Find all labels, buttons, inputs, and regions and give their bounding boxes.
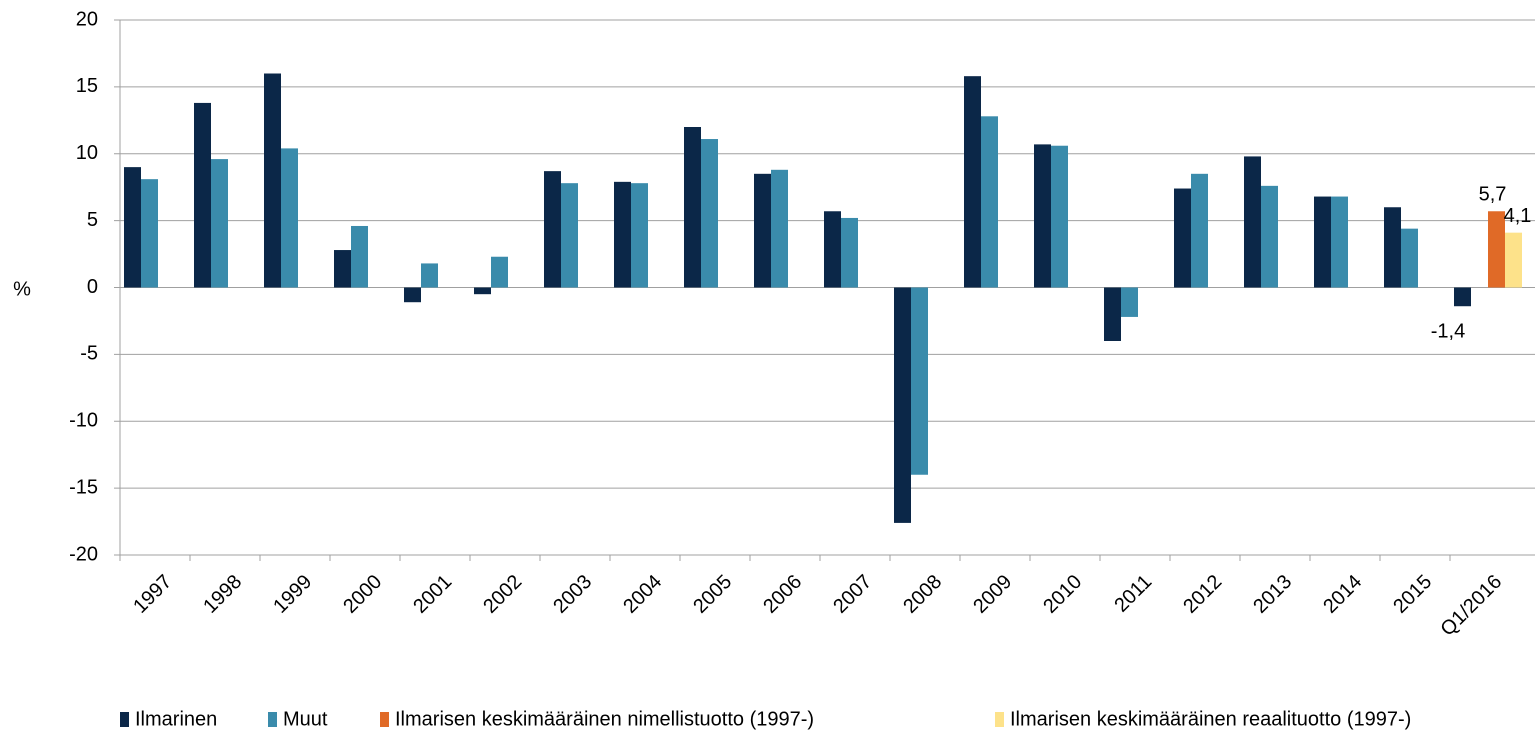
bar: [544, 171, 561, 288]
bar: [1314, 196, 1331, 288]
bar: [964, 76, 981, 288]
y-tick-label: -10: [69, 410, 98, 432]
bar: [841, 217, 858, 288]
x-tick-label: 1999: [269, 571, 316, 618]
bar: [1454, 287, 1471, 307]
x-tick-label: 2000: [339, 571, 386, 618]
x-tick-label: Q1/2016: [1436, 571, 1506, 641]
bar: [1505, 232, 1522, 288]
bar: [264, 73, 281, 288]
x-tick-label: 2014: [1319, 571, 1366, 618]
x-tick-label: 2011: [1110, 571, 1156, 617]
x-tick-label: 2009: [969, 571, 1016, 618]
legend-swatch: [995, 712, 1004, 727]
bar: [631, 183, 648, 288]
y-tick-label: -20: [69, 543, 98, 565]
y-tick-label: 15: [76, 75, 98, 97]
bar: [824, 211, 841, 288]
x-tick-label: 2003: [549, 571, 596, 618]
y-tick-label: -15: [69, 476, 98, 498]
bar: [211, 159, 228, 288]
bar: [404, 287, 421, 303]
legend-swatch: [268, 712, 277, 727]
bar: [124, 167, 141, 288]
bar: [1034, 144, 1051, 288]
x-tick-label: 2006: [759, 571, 806, 618]
bar: [1174, 188, 1191, 288]
bar: [141, 179, 158, 288]
legend-label: Ilmarisen keskimääräinen reaalituotto (1…: [1010, 708, 1411, 730]
x-tick-label: 2004: [619, 571, 666, 618]
bar: [1384, 207, 1401, 288]
bar: [614, 181, 631, 288]
legend-label: Muut: [283, 708, 328, 730]
x-tick-label: 2013: [1249, 571, 1296, 618]
y-tick-label: 0: [87, 276, 98, 298]
bar: [194, 102, 211, 288]
bar: [1261, 185, 1278, 288]
bar: [684, 127, 701, 288]
data-label: -1,4: [1431, 321, 1465, 343]
bar: [474, 287, 491, 295]
bar: [754, 173, 771, 288]
bar: [1104, 287, 1121, 341]
bar: [561, 183, 578, 288]
bar: [351, 225, 368, 288]
bar: [491, 256, 508, 288]
x-tick-label: 1997: [129, 571, 176, 618]
bar: [334, 250, 351, 288]
x-tick-label: 1998: [199, 571, 246, 618]
x-tick-label: 2002: [479, 571, 526, 618]
legend-label: Ilmarisen keskimääräinen nimellistuotto …: [395, 708, 814, 730]
x-tick-label: 2008: [899, 571, 946, 618]
bar: [1191, 173, 1208, 288]
bar: [911, 287, 928, 475]
bar: [1331, 196, 1348, 288]
legend-swatch: [380, 712, 389, 727]
y-tick-label: 10: [76, 142, 98, 164]
x-tick-label: 2010: [1039, 571, 1086, 618]
x-tick-label: 2015: [1389, 571, 1436, 618]
legend-swatch: [120, 712, 129, 727]
bar: [1121, 287, 1138, 317]
bar: [1401, 228, 1418, 288]
x-tick-label: 2012: [1179, 571, 1226, 618]
bar: [771, 169, 788, 288]
bar: [281, 148, 298, 288]
bar: [894, 287, 911, 523]
legend-label: Ilmarinen: [135, 708, 217, 730]
bar: [1244, 156, 1261, 288]
y-tick-label: 5: [87, 209, 98, 231]
x-tick-label: 2005: [689, 571, 736, 618]
bar: [1051, 145, 1068, 288]
bar: [981, 116, 998, 288]
y-tick-label: 20: [76, 8, 98, 30]
data-label: 5,7: [1479, 184, 1507, 206]
bar: [421, 263, 438, 288]
x-tick-label: 2001: [409, 571, 456, 618]
bar: [701, 139, 718, 288]
data-label: 4,1: [1504, 205, 1532, 227]
y-axis-label: %: [13, 278, 31, 300]
bar: [1488, 211, 1505, 288]
x-tick-label: 2007: [829, 571, 876, 618]
y-tick-label: -5: [80, 343, 98, 365]
